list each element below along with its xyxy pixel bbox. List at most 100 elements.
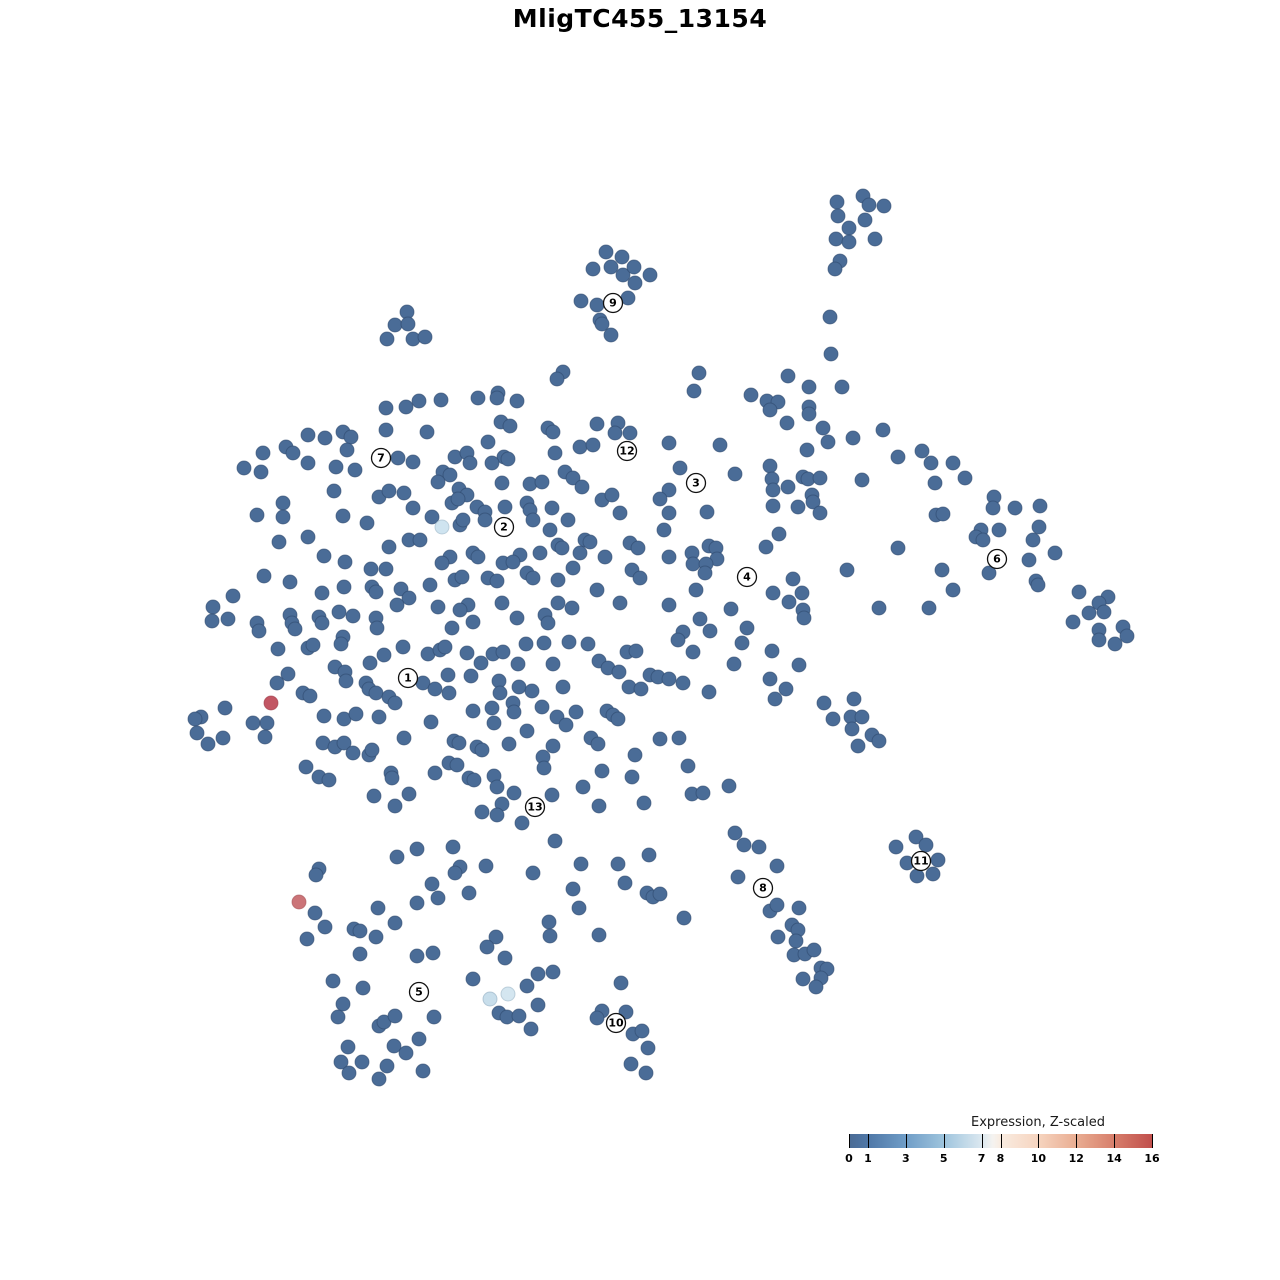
data-point (934, 562, 950, 578)
data-point (957, 470, 973, 486)
cluster-label: 13 (524, 796, 546, 818)
data-point (484, 700, 500, 716)
data-point (486, 715, 502, 731)
data-point (846, 691, 862, 707)
data-point (225, 588, 241, 604)
data-point (386, 1038, 402, 1054)
data-point (379, 331, 395, 347)
data-point (828, 231, 844, 247)
data-point (511, 1008, 527, 1024)
data-point (867, 231, 883, 247)
cluster-label: 6 (986, 548, 1008, 570)
data-point (801, 379, 817, 395)
data-point (299, 931, 315, 947)
plot-title: MligTC455_13154 (512, 4, 768, 33)
data-point (1119, 628, 1135, 644)
data-point (370, 900, 386, 916)
data-point (589, 1010, 605, 1026)
data-point (607, 425, 623, 441)
data-point (405, 500, 421, 516)
data-point (355, 980, 371, 996)
data-point (730, 869, 746, 885)
data-point (661, 505, 677, 521)
data-point (505, 554, 521, 570)
data-point (497, 950, 513, 966)
data-point (712, 437, 728, 453)
data-point (680, 758, 696, 774)
data-point (364, 742, 380, 758)
data-point (545, 656, 561, 672)
data-point (359, 515, 375, 531)
cluster-label-number: 10 (608, 1017, 624, 1030)
data-point (525, 865, 541, 881)
data-point-highlight (500, 986, 516, 1002)
data-point (489, 573, 505, 589)
data-point (427, 681, 443, 697)
data-point (1065, 614, 1081, 630)
data-point (857, 212, 873, 228)
data-point (762, 402, 778, 418)
data-point (494, 595, 510, 611)
data-point (430, 474, 446, 490)
data-point (473, 655, 489, 671)
data-point (778, 681, 794, 697)
data-point (638, 1065, 654, 1081)
data-point (790, 499, 806, 515)
data-point (326, 483, 342, 499)
data-point (743, 387, 759, 403)
data-point (685, 556, 701, 572)
data-point (534, 699, 550, 715)
data-point (474, 804, 490, 820)
data-point (484, 455, 500, 471)
data-point (727, 466, 743, 482)
data-point (779, 415, 795, 431)
data-point (390, 450, 406, 466)
data-point (686, 383, 702, 399)
data-point (362, 655, 378, 671)
data-point (727, 825, 743, 841)
data-point (314, 615, 330, 631)
data-point (494, 475, 510, 491)
data-point (762, 458, 778, 474)
data-point (525, 570, 541, 586)
data-point (352, 923, 368, 939)
data-point (480, 434, 496, 450)
data-point (249, 507, 265, 523)
data-point (652, 731, 668, 747)
data-point (590, 736, 606, 752)
data-point (426, 1009, 442, 1025)
data-point (765, 498, 781, 514)
data-point (489, 779, 505, 795)
data-point (378, 561, 394, 577)
data-point (519, 723, 535, 739)
data-point (307, 905, 323, 921)
data-point-highlight (434, 519, 450, 535)
cluster-label: 5 (408, 981, 430, 1003)
data-point (652, 886, 668, 902)
data-point (204, 613, 220, 629)
data-point (930, 852, 946, 868)
data-point (564, 600, 580, 616)
cluster-label-circle (752, 877, 774, 899)
data-point (415, 1063, 431, 1079)
data-point (275, 509, 291, 525)
data-point (580, 636, 596, 652)
data-point (409, 948, 425, 964)
data-point (794, 585, 810, 601)
data-point (565, 560, 581, 576)
data-point (661, 671, 677, 687)
data-point (451, 735, 467, 751)
data-point (670, 632, 686, 648)
data-point (656, 522, 672, 538)
data-point (317, 430, 333, 446)
data-point (459, 645, 475, 661)
data-point (839, 562, 855, 578)
cluster-label-number: 12 (619, 445, 634, 458)
data-point (991, 522, 1007, 538)
data-point (298, 759, 314, 775)
data-point (325, 973, 341, 989)
data-point (823, 346, 839, 362)
data-point (379, 1058, 395, 1074)
data-point (545, 738, 561, 754)
data-point (565, 470, 581, 486)
